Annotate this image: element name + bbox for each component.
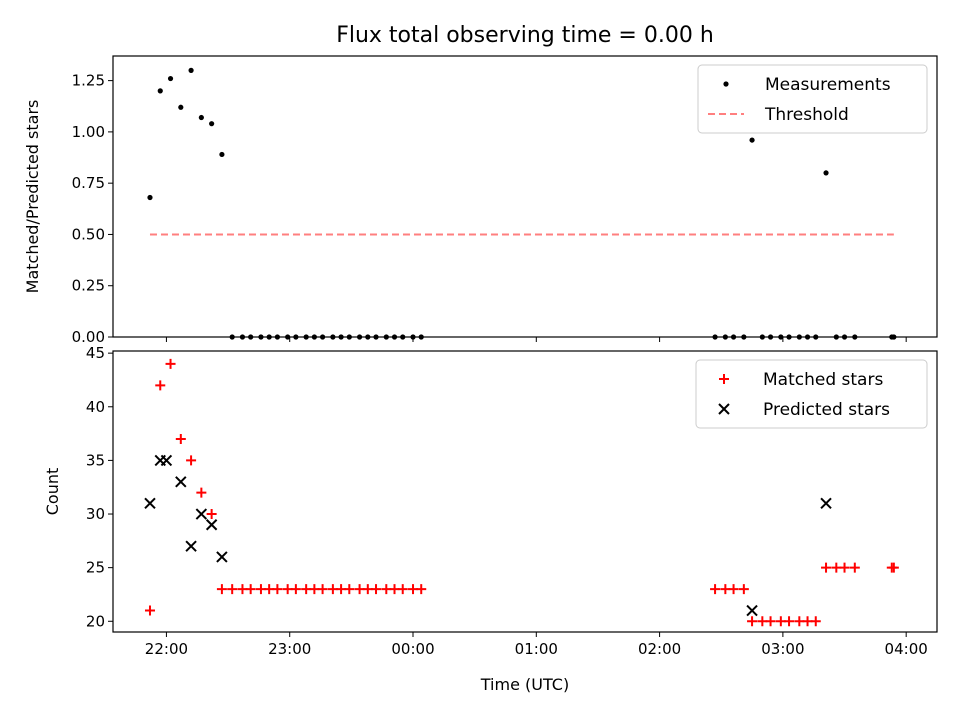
data-point (839, 562, 850, 573)
panel-2: 20 25 30 35 40 45 22:00 23:00 00:00 01:00 02:00 03:… (43, 344, 938, 658)
y-tick-label: 25 (86, 559, 105, 577)
data-point (144, 497, 156, 510)
y-tick-label: 0.25 (72, 277, 105, 295)
data-point (196, 487, 207, 498)
data-point (820, 497, 832, 510)
chart-title: Flux total observing time = 0.00 h (336, 23, 714, 48)
axes-frame (112, 350, 938, 633)
data-point (147, 194, 153, 201)
axes-frame (112, 55, 938, 338)
y-axis-label: Matched/Predicted stars (23, 100, 42, 294)
y-tick-label: 1.25 (72, 72, 105, 90)
legend-box (697, 64, 928, 134)
data-point (167, 75, 174, 82)
data-point (823, 170, 829, 176)
x-tick-label: 01:00 (515, 640, 558, 658)
y-tick-label: 1.00 (72, 123, 105, 141)
data-point (155, 380, 166, 391)
legend-label: Measurements (765, 75, 891, 95)
data-point (272, 584, 283, 595)
data-point (317, 584, 328, 595)
x-tick-label: 00:00 (391, 640, 434, 658)
x-tick-label: 22:00 (145, 640, 188, 658)
data-point (227, 584, 238, 595)
legend-box (695, 359, 928, 429)
data-point (849, 562, 860, 573)
legend-label: Matched stars (763, 370, 883, 390)
x-tick-label: 02:00 (638, 640, 681, 658)
y-tick-label: 30 (86, 505, 105, 523)
y-tick-label: 20 (86, 612, 105, 630)
data-point (165, 358, 176, 369)
series-measurements (147, 67, 897, 340)
x-axis-label: Time (UTC) (480, 675, 569, 694)
series-predicted-stars (144, 454, 832, 617)
data-point (749, 137, 755, 143)
data-point (747, 616, 758, 627)
data-point (746, 604, 758, 617)
data-point (216, 584, 227, 595)
x-tick-label: 23:00 (268, 640, 311, 658)
y-tick-label: 40 (86, 398, 105, 416)
data-point (198, 114, 204, 121)
data-point (397, 584, 408, 595)
data-point (765, 616, 776, 627)
data-point (195, 508, 208, 520)
data-point (290, 584, 301, 595)
data-point (175, 476, 187, 488)
series-matched-stars (144, 358, 899, 627)
x-tick-label: 04:00 (885, 640, 928, 658)
data-point (205, 519, 218, 531)
panels: 0.00 0.25 0.50 0.75 1.00 1.25 Matched/Predicte… (23, 55, 938, 658)
data-point (216, 551, 228, 563)
data-point (784, 616, 795, 627)
data-point (188, 67, 194, 73)
legend-swatch (723, 81, 729, 87)
legend-label: Threshold (764, 105, 849, 125)
data-point (344, 584, 355, 595)
data-point (160, 454, 173, 467)
data-point (810, 616, 821, 627)
data-point (209, 121, 215, 127)
data-point (245, 584, 256, 595)
y-tick-label: 0.75 (72, 174, 105, 192)
data-point (738, 584, 749, 595)
y-axis-label: Count (43, 468, 62, 516)
data-point (710, 584, 721, 595)
legend-swatch (718, 403, 730, 415)
legend: Matched stars Predicted stars (695, 359, 928, 429)
data-point (219, 151, 225, 158)
data-point (888, 562, 899, 573)
data-point (416, 584, 427, 595)
data-point (178, 104, 184, 110)
y-tick-label: 35 (86, 451, 105, 469)
legend: Measurements Threshold (697, 64, 928, 134)
data-point (175, 433, 186, 444)
y-tick-label: 45 (86, 344, 105, 362)
panel-1: 0.00 0.25 0.50 0.75 1.00 1.25 Matched/Predicte… (23, 55, 938, 346)
y-tick-label: 0.50 (72, 225, 105, 243)
data-point (186, 455, 197, 466)
data-point (371, 584, 382, 595)
legend-swatch (719, 374, 729, 384)
data-point (144, 605, 155, 616)
data-point (206, 509, 217, 520)
y-tick-label: 0.00 (72, 328, 105, 346)
legend-label: Predicted stars (763, 400, 890, 420)
data-point (821, 562, 832, 573)
data-point (157, 88, 163, 94)
x-tick-label: 03:00 (761, 640, 804, 658)
data-point (728, 584, 739, 595)
data-point (185, 540, 197, 552)
